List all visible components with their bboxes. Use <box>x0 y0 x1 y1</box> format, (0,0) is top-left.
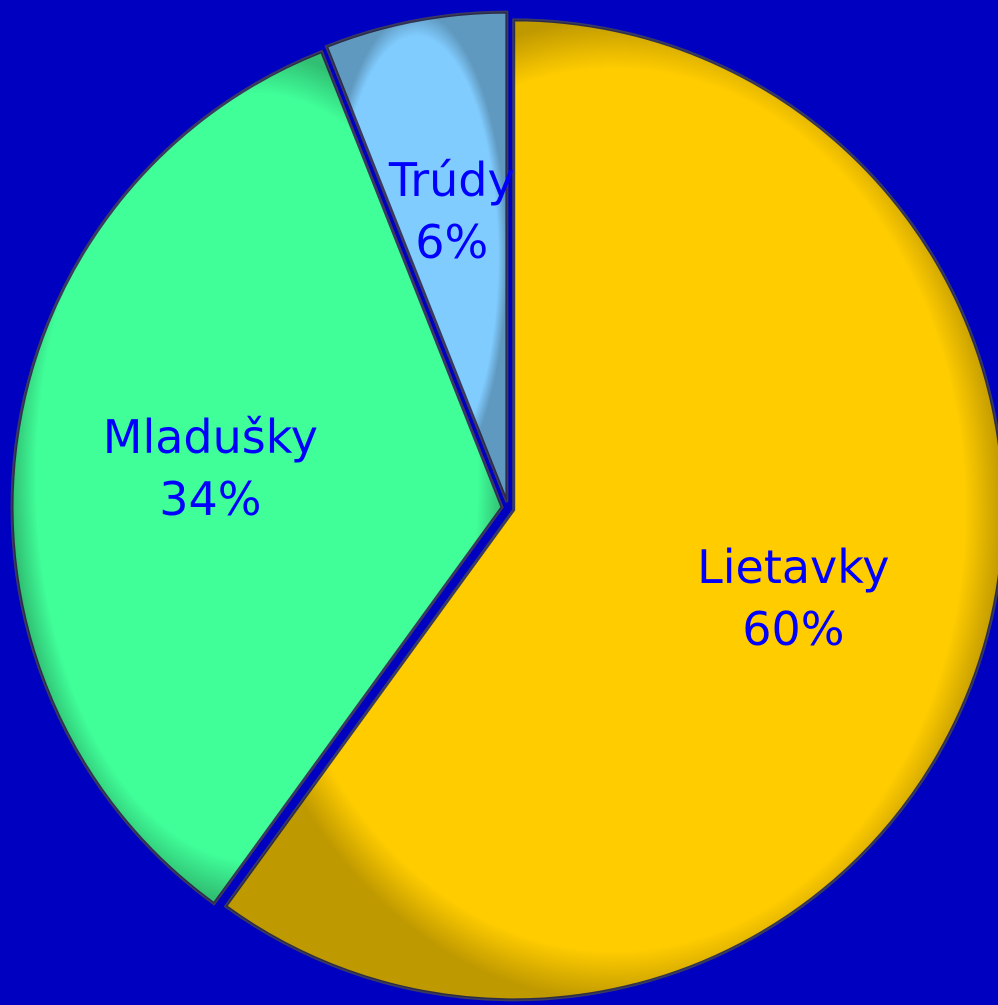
slice-label: Lietavky <box>697 540 889 594</box>
slice-value-label: 6% <box>415 215 488 269</box>
slice-value-label: 60% <box>742 602 844 656</box>
slice-value-label: 34% <box>159 472 261 526</box>
slice-label: Trúdy <box>388 153 515 207</box>
slice-label: Mladušky <box>103 410 318 464</box>
